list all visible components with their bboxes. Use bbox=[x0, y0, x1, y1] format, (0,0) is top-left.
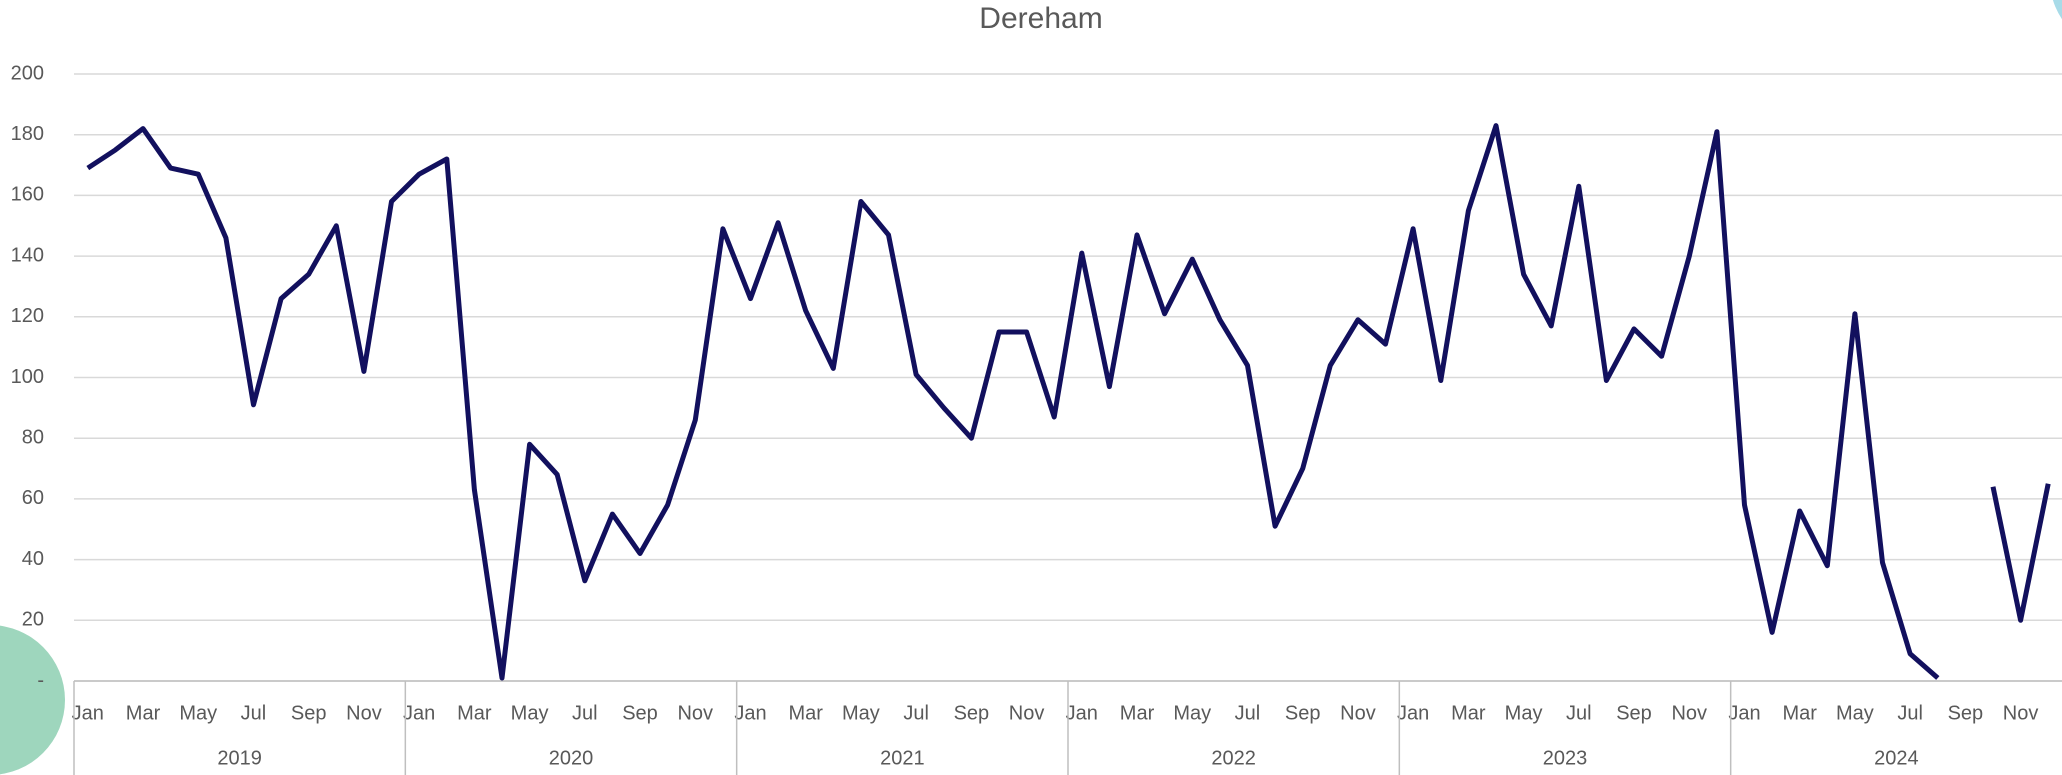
x-tick-label: Mar bbox=[457, 702, 492, 724]
chart-title: Dereham bbox=[979, 2, 1102, 35]
year-label: 2023 bbox=[1543, 747, 1588, 769]
y-tick-label: - bbox=[37, 669, 44, 691]
x-tick-label: Jul bbox=[1897, 702, 1923, 724]
year-label: 2021 bbox=[880, 747, 925, 769]
x-tick-label: May bbox=[1836, 702, 1874, 724]
year-label: 2019 bbox=[217, 747, 262, 769]
x-tick-label: Sep bbox=[1285, 702, 1321, 724]
x-tick-label: Mar bbox=[1451, 702, 1486, 724]
x-tick-label: May bbox=[842, 702, 880, 724]
y-tick-label: 120 bbox=[11, 305, 44, 327]
x-tick-label: Sep bbox=[622, 702, 658, 724]
x-tick-label: Sep bbox=[291, 702, 327, 724]
x-tick-label: May bbox=[1173, 702, 1211, 724]
x-tick-label: Jan bbox=[403, 702, 435, 724]
x-tick-label: Nov bbox=[677, 702, 713, 724]
x-tick-label: Jan bbox=[1066, 702, 1098, 724]
x-tick-label: Jul bbox=[1566, 702, 1592, 724]
x-tick-label: Nov bbox=[1671, 702, 1707, 724]
year-label: 2020 bbox=[549, 747, 594, 769]
y-tick-label: 60 bbox=[22, 487, 44, 509]
x-tick-label: Jan bbox=[734, 702, 766, 724]
x-tick-label: Nov bbox=[1340, 702, 1376, 724]
year-label: 2022 bbox=[1211, 747, 1256, 769]
x-tick-label: Mar bbox=[1782, 702, 1817, 724]
y-tick-label: 80 bbox=[22, 426, 44, 448]
x-tick-label: Jul bbox=[903, 702, 929, 724]
x-tick-label: Nov bbox=[346, 702, 382, 724]
x-tick-label: May bbox=[179, 702, 217, 724]
y-tick-label: 20 bbox=[22, 609, 44, 631]
y-tick-label: 40 bbox=[22, 548, 44, 570]
x-tick-label: Mar bbox=[1120, 702, 1155, 724]
x-tick-label: Jul bbox=[241, 702, 267, 724]
data-line bbox=[86, 123, 2051, 681]
x-tick-label: Sep bbox=[1948, 702, 1984, 724]
x-tick-label: Sep bbox=[954, 702, 990, 724]
y-tick-label: 160 bbox=[11, 184, 44, 206]
decor-circle bbox=[0, 625, 65, 775]
x-tick-label: Jul bbox=[572, 702, 598, 724]
x-tick-label: Nov bbox=[1009, 702, 1045, 724]
x-tick-label: Sep bbox=[1616, 702, 1652, 724]
decor-circle bbox=[2052, 0, 2062, 20]
y-tick-label: 180 bbox=[11, 123, 44, 145]
x-tick-label: Jan bbox=[1397, 702, 1429, 724]
x-tick-label: May bbox=[511, 702, 549, 724]
x-tick-label: Jan bbox=[1728, 702, 1760, 724]
x-tick-label: Jan bbox=[72, 702, 104, 724]
x-tick-label: Jul bbox=[1235, 702, 1261, 724]
x-tick-label: Mar bbox=[788, 702, 823, 724]
y-tick-label: 200 bbox=[11, 62, 44, 84]
year-label: 2024 bbox=[1874, 747, 1919, 769]
x-tick-label: Nov bbox=[2003, 702, 2039, 724]
x-tick-label: Mar bbox=[126, 702, 161, 724]
x-tick-label: May bbox=[1505, 702, 1543, 724]
y-tick-label: 140 bbox=[11, 244, 44, 266]
y-tick-label: 100 bbox=[11, 366, 44, 388]
